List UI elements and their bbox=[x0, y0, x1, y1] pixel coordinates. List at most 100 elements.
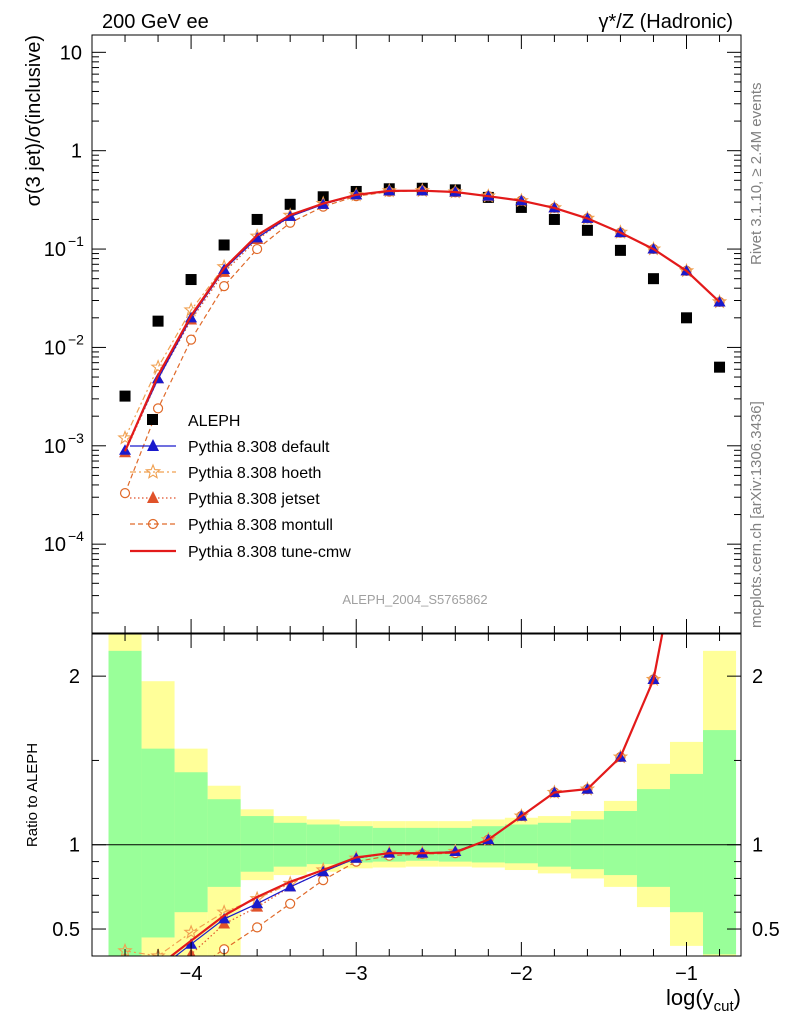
aleph-data-point bbox=[548, 213, 560, 225]
legend-label-aleph: ALEPH bbox=[188, 413, 240, 430]
montull-marker bbox=[715, 233, 724, 242]
default-marker bbox=[152, 963, 164, 974]
ratio-panel: 0.5 0.5 1 1 2 2 −4 −3 −2 −1 bbox=[52, 231, 780, 996]
tune-cmw-line bbox=[123, 189, 721, 452]
ratio-content-layer bbox=[92, 231, 741, 996]
default-marker bbox=[251, 897, 264, 909]
montull-marker bbox=[119, 488, 131, 499]
legend-marker-aleph bbox=[147, 414, 158, 425]
montull-marker bbox=[154, 987, 163, 996]
montull-marker bbox=[219, 281, 230, 292]
x-tick-label: −2 bbox=[510, 963, 533, 985]
default-marker bbox=[284, 880, 297, 892]
hoeth-marker bbox=[183, 924, 199, 939]
aleph-data-point bbox=[218, 239, 230, 251]
x-axis-label: log(ycut) bbox=[666, 985, 741, 1015]
aleph-data-point bbox=[251, 213, 263, 225]
ratio-y-tick-label-right: 1 bbox=[752, 835, 763, 857]
x-axis-label-close: ) bbox=[734, 985, 741, 1010]
x-axis-label-sub: cut bbox=[714, 998, 735, 1015]
main-y-tick-label: 10 bbox=[44, 337, 66, 359]
legend-label-hoeth: Pythia 8.308 hoeth bbox=[188, 465, 321, 482]
legend: ALEPH Pythia 8.308 default Pythia 8.308 … bbox=[130, 413, 351, 561]
jetset-marker bbox=[714, 232, 726, 243]
main-y-tick-label: 10 bbox=[60, 42, 82, 64]
montull-marker bbox=[318, 875, 329, 886]
uncertainty-band-inner bbox=[636, 789, 670, 887]
hoeth-marker bbox=[713, 231, 725, 243]
main-y-tick-exponent: −3 bbox=[68, 430, 84, 446]
ratio-frame bbox=[91, 633, 742, 957]
aleph-data-point bbox=[515, 201, 527, 213]
montull-marker bbox=[185, 334, 197, 345]
uncertainty-band-inner bbox=[504, 824, 538, 864]
main-y-tick-exponent: −2 bbox=[68, 331, 84, 347]
rivet-label: Rivet 3.1.10, ≥ 2.4M events bbox=[748, 83, 765, 266]
aleph-data-point bbox=[284, 198, 296, 210]
main-y-tick-label: 1 bbox=[71, 141, 82, 163]
aleph-data-point bbox=[614, 244, 626, 256]
aleph-data-point bbox=[647, 273, 659, 285]
default-marker bbox=[714, 232, 726, 243]
hoeth-line bbox=[124, 190, 720, 439]
jetset-marker bbox=[681, 502, 693, 512]
default-line bbox=[124, 190, 720, 451]
legend-label-default: Pythia 8.308 default bbox=[188, 439, 330, 456]
analysis-tag: ALEPH_2004_S5765862 bbox=[342, 592, 487, 607]
mcplots-label: mcplots.cern.ch [arXiv:1306.3436] bbox=[748, 401, 765, 628]
montull-marker bbox=[252, 922, 263, 933]
hoeth-marker bbox=[680, 501, 692, 513]
main-ylabel: σ(3 jet)/σ(inclusive) bbox=[23, 35, 45, 206]
legend-marker-montull bbox=[147, 518, 159, 530]
hoeth-marker bbox=[150, 947, 166, 956]
main-y-tick-label: 10 bbox=[44, 239, 66, 261]
header-right: γ*/Z (Hadronic) bbox=[599, 11, 733, 33]
uncertainty-band-inner bbox=[703, 730, 737, 955]
legend-marker-hoeth bbox=[144, 463, 162, 479]
default-marker bbox=[218, 912, 231, 924]
montull-marker bbox=[682, 503, 691, 512]
header-left: 200 GeV ee bbox=[102, 11, 209, 33]
main-series-layer bbox=[117, 182, 728, 499]
default-marker bbox=[681, 502, 693, 512]
uncertainty-band-inner bbox=[669, 773, 704, 913]
hoeth-marker bbox=[117, 429, 133, 445]
jetset-marker bbox=[152, 963, 164, 974]
montull-marker bbox=[152, 403, 164, 414]
ratio-y-tick-label-right: 2 bbox=[752, 666, 763, 688]
main-y-tick-exponent: −1 bbox=[68, 233, 84, 249]
aleph-data-point bbox=[152, 315, 164, 327]
x-tick-label: −4 bbox=[180, 963, 203, 985]
montull-marker bbox=[285, 898, 296, 909]
ratio-tune-cmw-line bbox=[169, 634, 664, 956]
default-marker bbox=[119, 960, 131, 971]
ratio-y-tick-label: 0.5 bbox=[52, 919, 80, 941]
x-tick-label: −3 bbox=[345, 963, 368, 985]
legend-label-jetset: Pythia 8.308 jetset bbox=[188, 491, 320, 508]
aleph-data-point bbox=[581, 224, 593, 236]
uncertainty-band-inner bbox=[207, 799, 241, 887]
aleph-data-point bbox=[119, 390, 131, 402]
legend-label-montull: Pythia 8.308 montull bbox=[188, 517, 333, 534]
ratio-y-tick-label: 1 bbox=[69, 835, 80, 857]
main-y-tick-label: 10 bbox=[44, 534, 66, 556]
main-frame bbox=[91, 34, 742, 634]
main-y-tick-exponent: −4 bbox=[68, 528, 84, 544]
x-tick-label: −1 bbox=[675, 963, 698, 985]
uncertainty-band-inner bbox=[141, 748, 175, 938]
aleph-data-point bbox=[714, 361, 726, 373]
uncertainty-band-inner bbox=[240, 816, 274, 872]
legend-marker-jetset bbox=[147, 491, 159, 503]
main-y-tick-label: 10 bbox=[44, 436, 66, 458]
uncertainty-band-inner bbox=[174, 772, 208, 913]
jetset-marker bbox=[119, 962, 131, 973]
ratio-ylabel: Ratio to ALEPH bbox=[24, 743, 41, 847]
x-axis-label-main: log(y bbox=[666, 985, 714, 1010]
uncertainty-band-inner bbox=[603, 811, 637, 876]
aleph-data-point bbox=[681, 312, 693, 324]
legend-label-tune-cmw: Pythia 8.308 tune-cmw bbox=[188, 544, 351, 561]
ratio-y-tick-label-right: 0.5 bbox=[752, 919, 780, 941]
aleph-data-point bbox=[185, 274, 197, 286]
